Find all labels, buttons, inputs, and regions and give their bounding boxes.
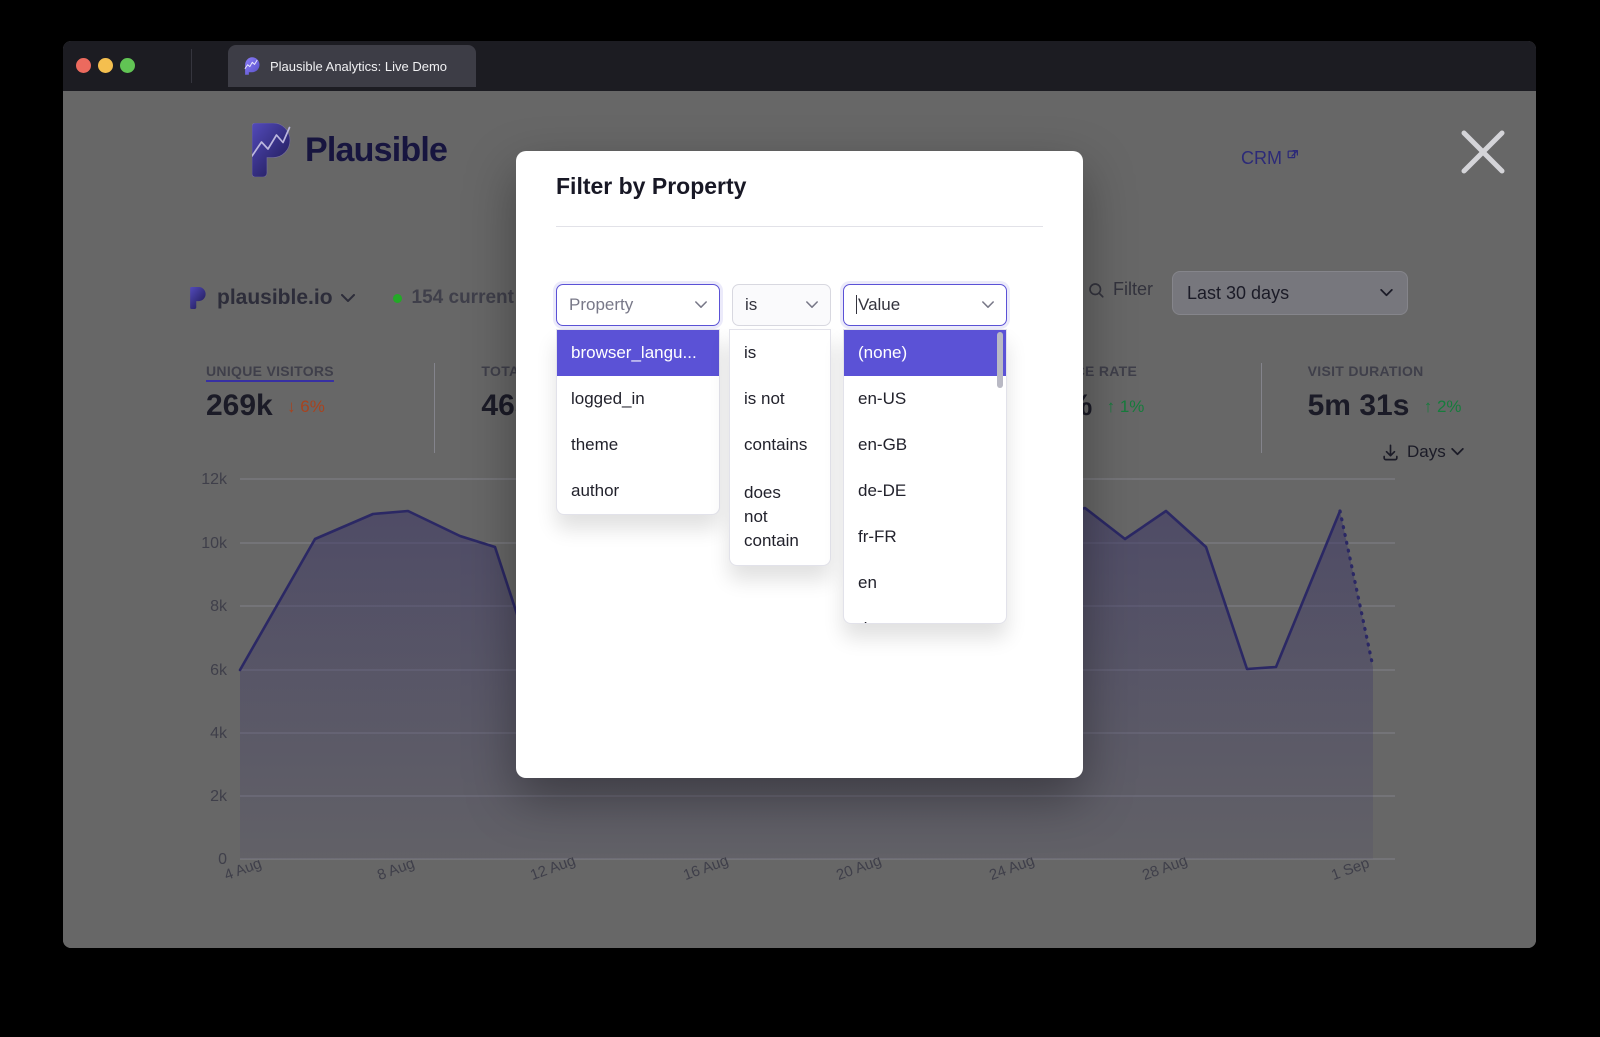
svg-text:2k: 2k	[210, 788, 228, 805]
svg-text:4k: 4k	[210, 725, 228, 742]
svg-text:10k: 10k	[201, 535, 228, 552]
svg-text:6k: 6k	[210, 662, 228, 679]
svg-text:8k: 8k	[210, 598, 228, 615]
svg-text:12k: 12k	[201, 471, 228, 488]
